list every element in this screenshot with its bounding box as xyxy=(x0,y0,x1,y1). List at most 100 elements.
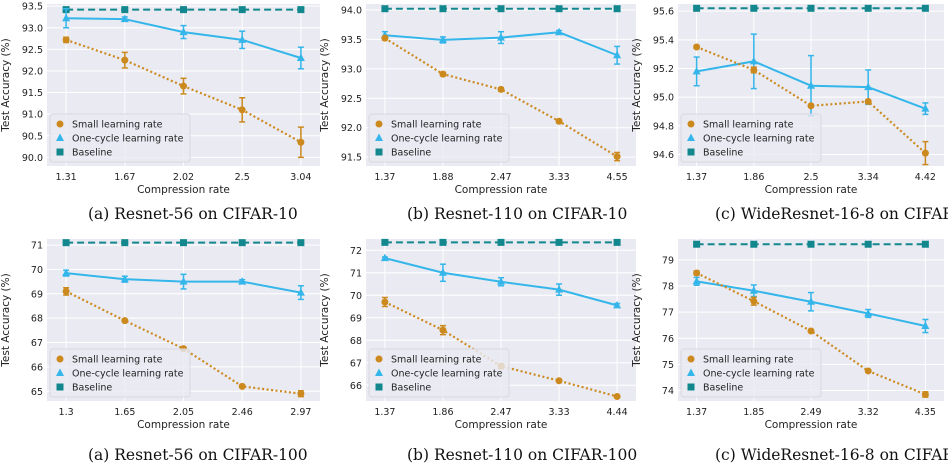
onecycle-marker xyxy=(238,277,247,285)
onecycle-marker xyxy=(296,53,305,61)
x-tick-label: 4.35 xyxy=(915,407,936,418)
y-tick-label: 67 xyxy=(31,338,43,349)
x-axis-label: Compression rate xyxy=(455,419,548,431)
legend-marker-square xyxy=(687,148,695,156)
onecycle-marker xyxy=(179,27,188,36)
small-lr-marker xyxy=(238,106,246,114)
baseline-marker xyxy=(297,239,305,247)
onecycle-marker xyxy=(238,35,247,43)
y-tick-label: 93.5 xyxy=(341,35,362,46)
small-lr-line xyxy=(384,37,618,158)
x-tick-label: 3.33 xyxy=(548,407,569,418)
small-lr-marker xyxy=(297,390,305,398)
legend-marker-circle xyxy=(375,120,383,128)
onecycle-marker xyxy=(296,288,305,296)
panel-caption: (a) Resnet-56 on CIFAR-10 xyxy=(88,205,298,223)
x-tick-label: 2.5 xyxy=(235,172,250,183)
y-tick-label: 92.5 xyxy=(22,45,43,56)
plot-group: 65 66 67 68 69 70 71 1.3 1.65 2.05 2.46 2.97 Compres… xyxy=(0,239,320,431)
baseline-marker xyxy=(807,4,815,12)
small-lr-marker xyxy=(864,97,872,105)
x-axis-label: Compression rate xyxy=(137,419,230,431)
legend-box xyxy=(680,348,822,398)
y-tick-label: 68 xyxy=(31,314,43,325)
onecycle-marker xyxy=(120,274,129,283)
x-tick-label: 1.86 xyxy=(432,407,453,418)
small-lr-marker xyxy=(62,287,70,295)
legend-marker-square xyxy=(56,383,64,391)
baseline-marker xyxy=(750,240,758,248)
y-tick-label: 95.2 xyxy=(653,64,674,75)
y-tick-label: 90.5 xyxy=(22,131,43,142)
y-tick-label: 77 xyxy=(662,308,674,319)
legend-label: Small learning rate xyxy=(391,355,482,366)
x-tick-label: 2.46 xyxy=(232,407,253,418)
small-lr-marker xyxy=(613,393,621,400)
x-tick-label: 1.86 xyxy=(743,172,764,183)
onecycle-marker xyxy=(864,82,873,91)
x-tick-label: 2.97 xyxy=(290,407,311,418)
legend-box xyxy=(49,348,191,398)
onecycle-marker xyxy=(613,300,622,309)
onecycle-marker xyxy=(438,268,447,276)
y-tick-label: 65 xyxy=(31,387,43,398)
legend-box xyxy=(368,113,510,163)
y-tick-label: 95.0 xyxy=(653,93,674,104)
x-tick-label: 1.37 xyxy=(374,407,395,418)
onecycle-marker xyxy=(613,50,622,59)
onecycle-marker xyxy=(692,276,701,285)
legend-box xyxy=(368,348,510,398)
x-tick-label: 1.67 xyxy=(114,172,135,183)
legend-marker-triangle xyxy=(687,133,695,141)
y-tick-label: 76 xyxy=(662,334,674,345)
legend-label: Baseline xyxy=(391,148,431,159)
y-tick-label: 70 xyxy=(350,291,362,302)
legend-label: Small learning rate xyxy=(391,120,482,131)
plot-group: 66 67 68 69 70 71 72 1.37 1.86 2.47 3.33 4.44 Compre… xyxy=(319,238,636,431)
baseline-marker xyxy=(381,238,389,246)
baseline-marker xyxy=(180,239,187,247)
legend-label: One-cycle learning rate xyxy=(72,134,184,145)
baseline-marker xyxy=(613,238,621,246)
baseline-marker xyxy=(62,239,70,247)
x-tick-label: 1.88 xyxy=(432,172,453,183)
panel-caption: (c) WideResnet-16-8 on CIFAR-10 xyxy=(715,205,948,223)
legend-marker-square xyxy=(687,383,695,391)
y-tick-label: 75 xyxy=(662,360,674,371)
y-tick-label: 67 xyxy=(350,358,362,369)
y-axis-label: Test Accuracy (%) xyxy=(631,273,643,367)
small-lr-marker xyxy=(121,56,129,64)
x-tick-label: 4.44 xyxy=(607,407,628,418)
onecycle-marker xyxy=(921,321,930,330)
y-tick-label: 68 xyxy=(350,336,362,347)
baseline-marker xyxy=(497,238,505,246)
onecycle-marker xyxy=(555,27,564,36)
small-lr-marker xyxy=(807,327,815,335)
y-tick-label: 91.5 xyxy=(22,88,43,99)
small-lr-marker xyxy=(297,138,305,146)
legend-marker-square xyxy=(56,148,64,156)
y-axis-label: Test Accuracy (%) xyxy=(0,273,12,367)
onecycle-marker xyxy=(864,308,873,317)
y-tick-label: 66 xyxy=(31,362,43,373)
small-lr-marker xyxy=(497,85,505,93)
small-lr-marker xyxy=(921,390,929,398)
onecycle-marker xyxy=(120,14,129,23)
small-lr-marker xyxy=(439,326,447,334)
baseline-marker xyxy=(439,5,447,13)
baseline-marker xyxy=(238,6,246,14)
legend-label: One-cycle learning rate xyxy=(72,369,184,380)
y-tick-label: 95.6 xyxy=(653,7,674,18)
legend-label: Small learning rate xyxy=(703,120,794,131)
baseline-marker xyxy=(807,240,815,248)
legend-label: Baseline xyxy=(703,383,743,394)
small-lr-marker xyxy=(555,117,563,125)
y-axis-label: Test Accuracy (%) xyxy=(631,38,643,132)
